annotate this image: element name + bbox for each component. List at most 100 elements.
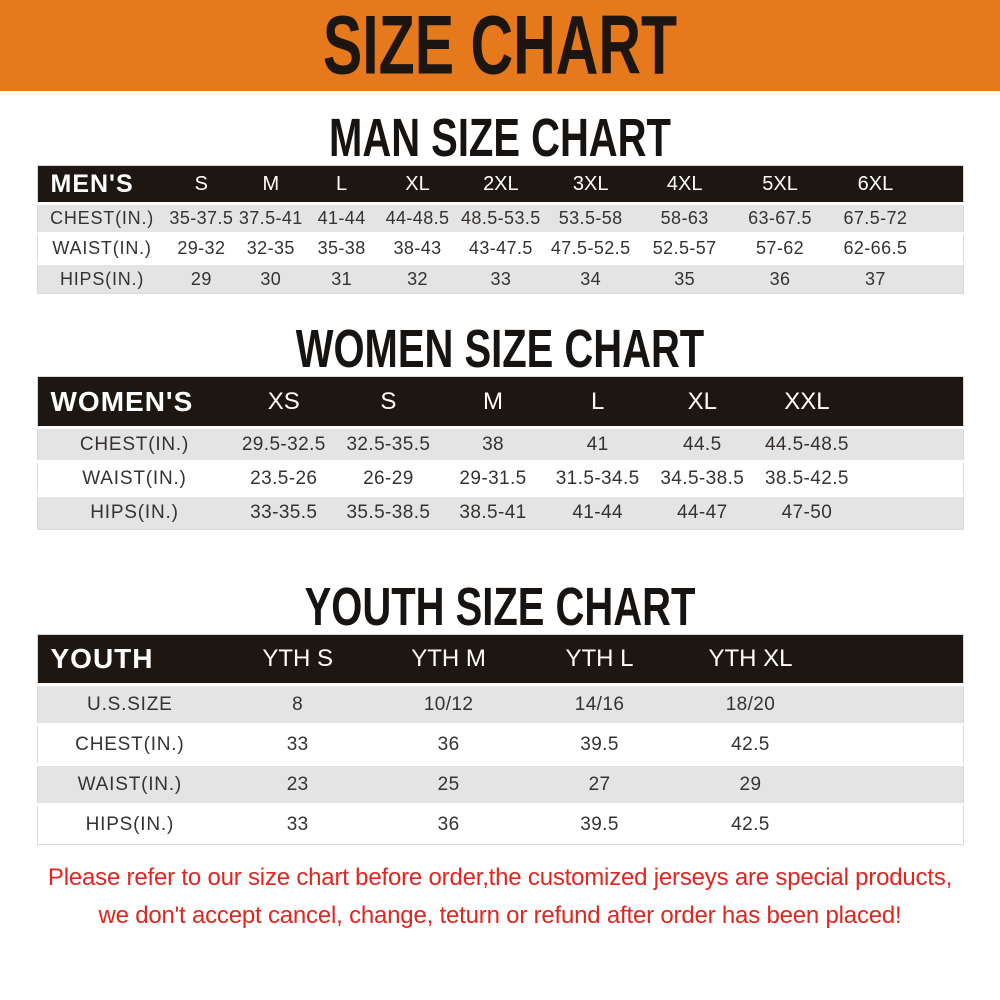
man-value-cell: 58-63 <box>660 208 709 228</box>
youth-value-cell: 42.5 <box>731 733 770 755</box>
youth-value-cell: 39.5 <box>580 814 619 835</box>
women-size-column-header: XS <box>231 376 337 429</box>
youth-value-cell: 36 <box>437 814 460 835</box>
women-value-cell: 41-44 <box>572 502 623 523</box>
man-value-cell: 37 <box>864 268 886 289</box>
youth-size-table: YOUTH YTH S YTH M YTH L YTH XL U.S.SIZE 8 10/12… <box>36 634 964 845</box>
youth-chart-title: YOUTH SIZE CHART <box>0 580 1000 634</box>
youth-size-column-header: YTH L <box>524 634 675 686</box>
youth-value-cell: 25 <box>437 773 460 795</box>
women-size-column-header: XXL <box>754 376 860 429</box>
man-value-cell: 53.5-58 <box>558 208 623 228</box>
women-value-cell: 38.5-42.5 <box>764 467 849 489</box>
man-value-cell: 31 <box>331 268 353 289</box>
youth-measure-row: WAIST(IN.) 23 25 27 29 <box>37 764 963 805</box>
women-value-cell: 44.5-48.5 <box>764 433 849 455</box>
man-value-cell: 35-37.5 <box>169 208 234 228</box>
women-row-label: HIPS(IN.) <box>90 502 179 523</box>
man-value-cell: 32-35 <box>246 238 295 258</box>
youth-value-cell: 8 <box>292 693 304 715</box>
youth-size-column-header: YTH S <box>222 634 374 686</box>
youth-row-label: CHEST(IN.) <box>75 733 185 755</box>
charts-area: MAN SIZE CHART MEN'S S M L XL 2XL 3XL 4XL 5XL 6XL… <box>0 111 1000 845</box>
man-value-cell: 38-43 <box>393 238 442 258</box>
disclaimer: Please refer to our size chart before or… <box>0 859 1000 935</box>
women-value-cell: 29-31.5 <box>459 467 527 489</box>
man-measure-row: WAIST(IN.) 29-32 32-35 35-38 38-43 43-47.5 47.… <box>37 233 963 264</box>
man-size-column-header: 2XL <box>457 165 545 205</box>
youth-measure-row: HIPS(IN.) 33 36 39.5 42.5 <box>37 804 963 845</box>
women-size-column-header: M <box>440 376 546 429</box>
man-value-cell: 35 <box>674 268 696 289</box>
man-row-label: WAIST(IN.) <box>52 238 152 258</box>
man-value-cell: 57-62 <box>756 238 805 258</box>
women-row-label: CHEST(IN.) <box>79 433 190 455</box>
man-measure-row: CHEST(IN.) 35-37.5 37.5-41 41-44 44-48.5 48.5… <box>37 203 963 234</box>
women-measure-row: HIPS(IN.) 33-35.5 35.5-38.5 38.5-41 41-44 44-… <box>37 495 963 530</box>
women-value-cell: 33-35.5 <box>250 502 318 523</box>
women-value-cell: 31.5-34.5 <box>555 467 640 489</box>
youth-row-spacer <box>826 685 963 725</box>
man-size-column-header: S <box>166 165 237 205</box>
man-size-column-header: XL <box>377 165 458 205</box>
man-measure-row: HIPS(IN.) 29 30 31 32 33 34 35 36 37 <box>37 263 963 294</box>
man-chart-title: MAN SIZE CHART <box>0 111 1000 165</box>
women-value-cell: 32.5-35.5 <box>346 433 431 455</box>
size-chart-banner: SIZE CHART <box>0 0 1000 91</box>
man-row-spacer <box>923 234 963 264</box>
man-value-cell: 32 <box>407 268 428 289</box>
women-value-cell: 38.5-41 <box>459 502 527 523</box>
women-table-header-row: WOMEN'S XS S M L XL XXL <box>37 376 963 429</box>
women-size-column-header: L <box>545 376 650 429</box>
youth-size-column-header: YTH XL <box>675 634 826 686</box>
youth-row-spacer <box>826 725 963 765</box>
women-measure-row: WAIST(IN.) 23.5-26 26-29 29-31.5 31.5-34.5 34… <box>37 461 963 496</box>
man-value-cell: 29-32 <box>177 238 226 258</box>
women-value-cell: 41 <box>586 433 609 455</box>
youth-measure-row: CHEST(IN.) 33 36 39.5 42.5 <box>37 724 963 765</box>
women-value-cell: 38 <box>482 433 504 455</box>
youth-size-chart-section: YOUTH SIZE CHART YOUTH YTH S YTH M YTH L YTH… <box>0 580 1000 845</box>
youth-value-cell: 42.5 <box>731 814 770 835</box>
women-row-spacer <box>859 428 963 462</box>
man-size-chart-section: MAN SIZE CHART MEN'S S M L XL 2XL 3XL 4XL 5XL 6XL… <box>0 111 1000 294</box>
youth-row-label: WAIST(IN.) <box>77 773 183 795</box>
youth-row-spacer <box>826 805 963 845</box>
youth-chart-title-text: YOUTH SIZE CHART <box>304 577 696 637</box>
youth-row-label: HIPS(IN.) <box>85 814 175 835</box>
man-value-cell: 63-67.5 <box>748 208 812 228</box>
man-value-cell: 41-44 <box>317 208 366 228</box>
women-value-cell: 34.5-38.5 <box>660 467 745 489</box>
man-value-cell: 34 <box>580 268 602 289</box>
man-value-cell: 29 <box>190 268 212 289</box>
women-value-cell: 26-29 <box>363 467 414 489</box>
women-size-column-header: XL <box>649 376 755 429</box>
man-value-cell: 30 <box>260 268 282 289</box>
man-value-cell: 52.5-57 <box>652 238 717 258</box>
women-value-cell: 44-47 <box>676 502 728 523</box>
man-value-cell: 33 <box>490 268 512 289</box>
youth-row-spacer <box>826 765 963 805</box>
man-size-column-header: M <box>236 165 306 205</box>
women-size-column-header: S <box>336 376 441 429</box>
youth-value-cell: 36 <box>437 733 460 755</box>
man-size-column-header: 6XL <box>827 165 924 205</box>
man-row-spacer <box>923 264 963 294</box>
youth-value-cell: 23 <box>286 773 309 795</box>
women-measure-row: CHEST(IN.) 29.5-32.5 32.5-35.5 38 41 44.5 44.5… <box>37 427 963 462</box>
man-header-spacer <box>923 165 963 205</box>
man-size-column-header: 3XL <box>544 165 637 205</box>
youth-row-label: U.S.SIZE <box>87 693 173 715</box>
women-value-cell: 35.5-38.5 <box>346 502 431 523</box>
man-value-cell: 47.5-52.5 <box>550 238 631 258</box>
disclaimer-line-1: Please refer to our size chart before or… <box>47 864 953 891</box>
disclaimer-line-2: we don't accept cancel, change, teturn o… <box>98 902 902 929</box>
women-row-spacer <box>859 496 963 530</box>
youth-table-header-label: YOUTH <box>37 634 223 686</box>
man-value-cell: 44-48.5 <box>385 208 450 228</box>
women-chart-title: WOMEN SIZE CHART <box>0 322 1000 376</box>
youth-value-cell: 27 <box>588 773 611 795</box>
man-row-spacer <box>923 204 963 234</box>
women-size-chart-section: WOMEN SIZE CHART WOMEN'S XS S M L XL XXL CHEST(… <box>0 322 1000 530</box>
man-value-cell: 36 <box>769 268 791 289</box>
